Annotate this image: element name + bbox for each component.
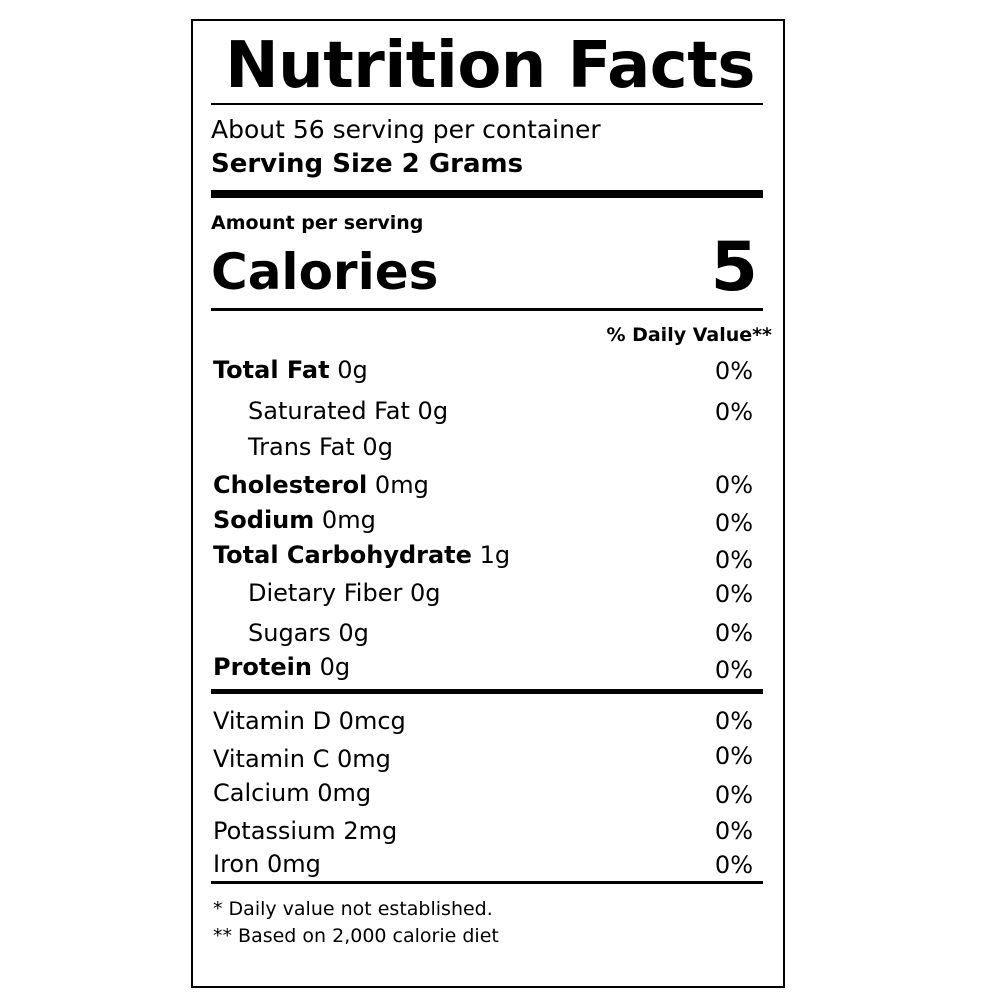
calories-value: 5 [710,228,758,307]
footnote-divider [211,881,763,884]
nutrient-trans-fat: Trans Fat 0g [248,433,393,461]
vitamins-divider [211,689,763,694]
title-divider [211,103,763,105]
nutrient-sugars: Sugars 0g [248,619,369,647]
serving-size: Serving Size 2 Grams [211,149,524,179]
nutrient-cholesterol-dv: 0% [714,471,753,499]
calcium-dv: 0% [714,781,753,809]
calories-label: Calories [211,243,439,301]
daily-value-header: % Daily Value** [606,324,772,346]
nutrient-cholesterol: Cholesterol 0mg [213,471,429,499]
nutrient-sodium: Sodium 0mg [213,506,376,534]
iron: Iron 0mg [213,850,321,878]
nutrient-total-fat-dv: 0% [714,357,753,385]
nutrient-dietary-fiber-dv: 0% [714,580,753,608]
nutrient-protein: Protein 0g [213,653,351,681]
nutrition-label: Nutrition Facts [191,19,785,988]
serving-divider [211,190,763,198]
calories-divider [211,308,763,311]
vitamin-c: Vitamin C 0mg [213,745,391,773]
nutrient-total-carbohydrate-dv: 0% [714,546,753,574]
potassium-dv: 0% [714,817,753,845]
potassium: Potassium 2mg [213,817,398,845]
nutrient-protein-dv: 0% [714,656,753,684]
vitamin-c-dv: 0% [714,742,753,770]
nutrient-saturated-fat: Saturated Fat 0g [248,397,449,425]
nutrient-sugars-dv: 0% [714,619,753,647]
nutrient-dietary-fiber: Dietary Fiber 0g [248,579,441,607]
calcium: Calcium 0mg [213,779,372,807]
vitamin-d-dv: 0% [714,707,753,735]
label-title: Nutrition Facts [225,29,755,103]
amount-per-serving: Amount per serving [211,212,424,234]
nutrient-total-carbohydrate: Total Carbohydrate 1g [213,541,511,569]
footnote-1: * Daily value not established. [213,898,493,920]
servings-per-container: About 56 serving per container [211,115,601,144]
vitamin-d: Vitamin D 0mcg [213,707,406,735]
iron-dv: 0% [714,851,753,879]
footnote-2: ** Based on 2,000 calorie diet [213,925,499,947]
nutrient-total-fat: Total Fat 0g [213,356,368,384]
nutrient-saturated-fat-dv: 0% [714,398,753,426]
nutrient-sodium-dv: 0% [714,509,753,537]
